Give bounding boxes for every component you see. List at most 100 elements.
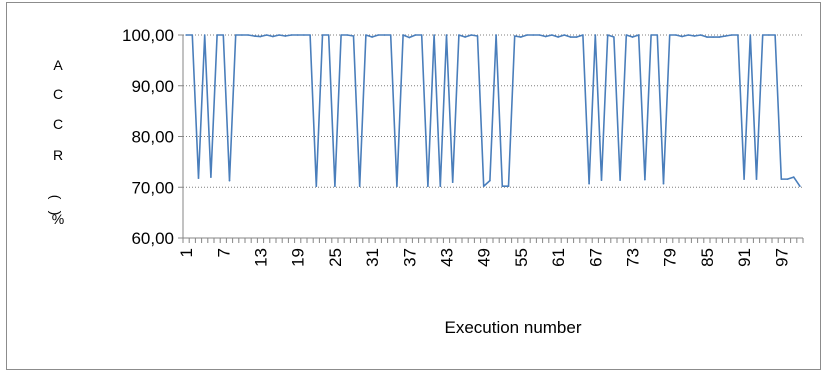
data-point — [582, 34, 584, 36]
data-point — [427, 185, 429, 188]
chart-frame — [6, 2, 821, 370]
data-point — [761, 34, 764, 36]
data-point — [234, 34, 237, 36]
data-point — [501, 185, 504, 188]
data-point — [650, 34, 652, 36]
data-point — [241, 34, 243, 36]
series-layer — [185, 34, 801, 188]
data-point — [644, 178, 646, 181]
y-axis-label-char: A — [53, 57, 63, 73]
data-point — [247, 34, 249, 36]
x-tick-label: 7 — [214, 248, 233, 257]
data-point — [706, 36, 708, 38]
y-tick-label: 60,00 — [131, 229, 174, 248]
data-point — [538, 34, 541, 36]
data-point — [712, 36, 714, 38]
x-tick-labels: 1 7 13 19 25 31 37 43 49 55 61 67 73 79 85 91 97 — [177, 248, 791, 267]
data-point — [544, 35, 547, 38]
y-axis-label-char: ) — [45, 195, 61, 200]
data-point — [290, 34, 293, 36]
data-point — [613, 36, 615, 38]
data-point — [600, 179, 603, 181]
data-point — [216, 34, 218, 36]
data-point — [433, 34, 435, 36]
data-point — [575, 36, 578, 38]
axes — [178, 34, 804, 243]
data-point — [352, 35, 355, 37]
data-point — [222, 34, 225, 36]
y-axis-label-char: ( — [45, 210, 61, 215]
data-point — [296, 34, 299, 36]
data-point — [185, 34, 187, 36]
data-point — [365, 34, 367, 36]
x-tick-label: 49 — [475, 248, 494, 267]
data-point — [619, 179, 621, 181]
data-point — [675, 34, 677, 36]
data-point — [197, 177, 200, 179]
data-point — [780, 178, 783, 180]
y-axis-label-char: R — [53, 147, 63, 163]
data-point — [451, 181, 454, 183]
data-point — [495, 34, 497, 36]
data-point — [402, 34, 404, 36]
series-line — [186, 34, 801, 188]
x-tick-label: 31 — [363, 248, 382, 267]
data-point — [792, 176, 795, 178]
data-point — [662, 182, 665, 185]
data-point — [371, 36, 373, 38]
y-axis-label-char: C — [53, 86, 63, 102]
data-point — [774, 34, 776, 36]
data-point — [563, 34, 566, 36]
data-point — [315, 185, 318, 188]
data-point — [681, 35, 683, 38]
data-point — [699, 34, 702, 36]
data-point — [557, 36, 559, 38]
data-point — [489, 179, 491, 182]
data-point — [724, 35, 727, 37]
data-point — [569, 36, 572, 38]
x-tick-label: 67 — [586, 248, 605, 267]
data-point — [786, 178, 789, 180]
data-point — [445, 34, 448, 36]
data-point — [470, 34, 473, 36]
data-point — [507, 185, 510, 188]
data-point — [749, 34, 752, 36]
data-point — [203, 34, 206, 36]
data-point — [228, 179, 231, 182]
data-point — [718, 36, 721, 38]
x-tick-label: 37 — [400, 248, 419, 267]
data-point — [340, 34, 342, 36]
data-point — [730, 34, 733, 36]
y-axis-label-char: % — [52, 211, 64, 227]
data-point — [625, 34, 628, 36]
data-point — [334, 185, 336, 188]
data-point — [191, 34, 194, 36]
x-tick-label: 43 — [438, 248, 457, 267]
y-axis-label-char: C — [53, 116, 63, 132]
data-point — [458, 34, 460, 36]
data-point — [637, 34, 640, 36]
data-point — [321, 34, 324, 36]
data-point — [668, 34, 671, 36]
y-tick-label: 100,00 — [122, 26, 174, 45]
x-axis-label: Execution number — [444, 318, 581, 337]
data-point — [358, 185, 361, 188]
x-tick-label: 91 — [735, 248, 754, 267]
x-tick-label: 25 — [326, 248, 345, 267]
data-point — [389, 34, 392, 36]
data-point — [327, 34, 330, 36]
data-point — [346, 34, 349, 36]
data-point — [520, 36, 522, 38]
data-point — [513, 35, 516, 37]
y-tick-label: 80,00 — [131, 128, 174, 147]
data-point — [396, 185, 398, 188]
data-point — [755, 178, 758, 180]
y-tick-label: 70,00 — [131, 178, 174, 197]
data-point — [532, 34, 535, 36]
data-point — [408, 36, 411, 39]
data-point — [799, 185, 801, 188]
data-point — [656, 34, 659, 36]
data-point — [439, 185, 442, 188]
